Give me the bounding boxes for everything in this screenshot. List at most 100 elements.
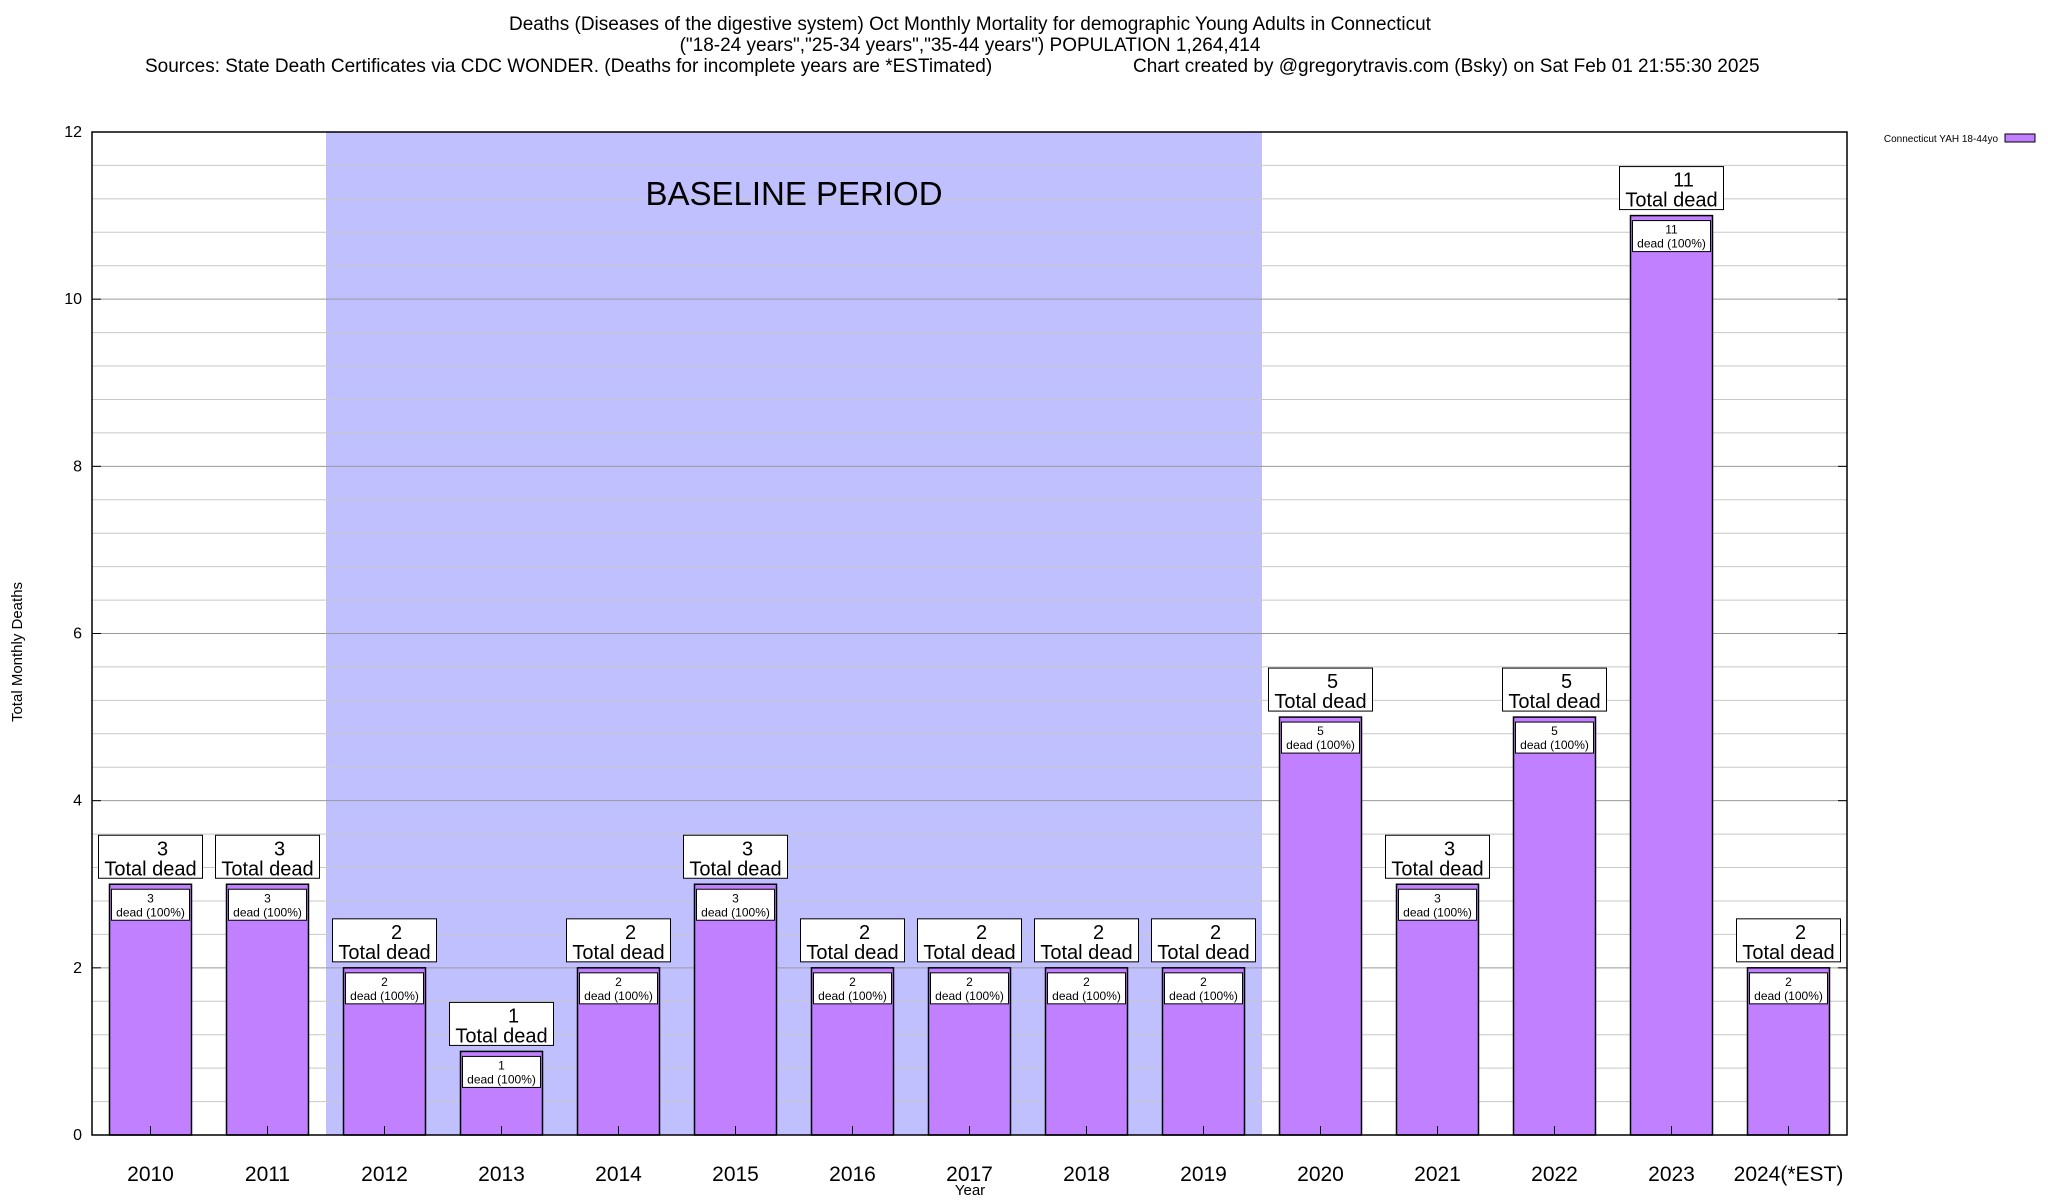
bar-total-label-box [917, 918, 1022, 963]
bar-inner-value: 2 [1785, 975, 1792, 989]
x-tick-label: 2021 [1414, 1163, 1461, 1186]
bar [1278, 716, 1363, 1136]
bar-total-label-box [1268, 667, 1373, 712]
bar-total-label-box [800, 918, 905, 963]
bar-inner-caption: dead (100%) [935, 989, 1004, 1003]
bar-total-label-box [1385, 834, 1490, 879]
bar-inner-caption: dead (100%) [1169, 989, 1238, 1003]
bar-inner-value: 2 [615, 975, 622, 989]
bar-total-label-box [1619, 166, 1724, 211]
bar-total-value: 2 [1093, 922, 1104, 944]
bar-total-value: 2 [391, 922, 402, 944]
y-axis-title: Total Monthly Deaths [9, 582, 26, 722]
bar-total-caption: Total dead [221, 858, 313, 880]
bar-inner-caption: dead (100%) [1052, 989, 1121, 1003]
bar-inner-label-box [228, 888, 307, 921]
bar [1395, 883, 1480, 1136]
bar-total-label-box [683, 834, 788, 879]
x-tick-label: 2010 [127, 1163, 174, 1186]
bar-inner-label-box [579, 972, 658, 1005]
bar-inner-value: 1 [498, 1058, 505, 1072]
bar-total-caption: Total dead [689, 858, 781, 880]
bar-total-label-box [98, 834, 203, 879]
bar-total-label-box [332, 918, 437, 963]
bar-inner-label-box [1281, 721, 1360, 754]
bar-total-value: 3 [1444, 838, 1455, 860]
bar-total-value: 5 [1327, 671, 1338, 693]
bar-inner-value: 5 [1551, 724, 1558, 738]
bar-total-caption: Total dead [1625, 190, 1717, 212]
y-tick-label: 6 [73, 626, 82, 643]
legend-swatch [2004, 133, 2036, 143]
bar-total-value: 3 [742, 838, 753, 860]
bar-inner-label-box [1749, 972, 1828, 1005]
bar-total-value: 2 [1210, 922, 1221, 944]
x-axis-title: Year [955, 1182, 985, 1199]
bar-total-label-box [215, 834, 320, 879]
bar-inner-caption: dead (100%) [1754, 989, 1823, 1003]
bar-total-caption: Total dead [923, 942, 1015, 964]
bar-inner-value: 2 [381, 975, 388, 989]
bar-total-value: 3 [157, 838, 168, 860]
y-tick-label: 10 [64, 291, 82, 308]
bar-inner-caption: dead (100%) [233, 905, 302, 919]
legend-entry-label: Connecticut YAH 18-44yo [1884, 134, 1999, 145]
x-tick-label: 2016 [829, 1163, 876, 1186]
bar-total-label-box [1736, 918, 1841, 963]
bar-total-label-box [566, 918, 671, 963]
bar-total-caption: Total dead [1391, 858, 1483, 880]
bar-total-label-box [1502, 667, 1607, 712]
chart-title-group: Deaths (Diseases of the digestive system… [145, 14, 1760, 77]
bar-total-caption: Total dead [1508, 691, 1600, 713]
bar-total-value: 2 [625, 922, 636, 944]
bar-total-value: 5 [1561, 671, 1572, 693]
x-tick-label: 2011 [245, 1163, 290, 1186]
bar-total-caption: Total dead [455, 1025, 547, 1047]
y-tick-label: 8 [73, 458, 82, 475]
bar [1512, 716, 1597, 1136]
x-tick-label: 2012 [361, 1163, 408, 1186]
bar-total-value: 2 [859, 922, 870, 944]
bar-inner-label-box [1164, 972, 1243, 1005]
x-tick-label: 2023 [1648, 1163, 1695, 1186]
bar-inner-label-box [1515, 721, 1594, 754]
bar-total-value: 1 [508, 1005, 519, 1027]
plot-border [91, 131, 1848, 1136]
bar-inner-label-box [345, 972, 424, 1005]
x-tick-label: 2022 [1531, 1163, 1578, 1186]
y-tick-label: 12 [64, 124, 82, 141]
bar-inner-label-box [462, 1055, 541, 1088]
bar-total-caption: Total dead [1040, 942, 1132, 964]
x-tick-label: 2019 [1180, 1163, 1227, 1186]
bar-inner-value: 11 [1665, 223, 1678, 237]
bar-inner-caption: dead (100%) [350, 989, 419, 1003]
x-tick-label: 2014 [595, 1163, 642, 1186]
chart-credit: Chart created by @gregorytravis.com (Bsk… [1133, 56, 1760, 77]
bar-inner-caption: dead (100%) [1520, 738, 1589, 752]
bar-inner-caption: dead (100%) [1286, 738, 1355, 752]
bar-total-caption: Total dead [1274, 691, 1366, 713]
chart-title-line-1: Deaths (Diseases of the digestive system… [509, 14, 1432, 35]
bar-inner-label-box [696, 888, 775, 921]
bar-total-caption: Total dead [104, 858, 196, 880]
bar-total-value: 3 [274, 838, 285, 860]
bar-inner-label-box [1047, 972, 1126, 1005]
bar-inner-value: 3 [147, 891, 154, 905]
bar [108, 883, 193, 1136]
x-tick-label: 2017 [946, 1163, 993, 1186]
bar [693, 883, 778, 1136]
bar-total-label-box [1034, 918, 1139, 963]
bar-inner-caption: dead (100%) [116, 905, 185, 919]
bar-inner-value: 2 [1083, 975, 1090, 989]
bar-total-value: 2 [1795, 922, 1806, 944]
bar-inner-value: 3 [1434, 891, 1441, 905]
bar-inner-value: 2 [1200, 975, 1207, 989]
bar-inner-label-box [111, 888, 190, 921]
bar-total-caption: Total dead [338, 942, 430, 964]
bar-inner-caption: dead (100%) [818, 989, 887, 1003]
x-tick-label: 2018 [1063, 1163, 1110, 1186]
chart-sources: Sources: State Death Certificates via CD… [145, 56, 992, 77]
x-tick-label: 2015 [712, 1163, 759, 1186]
